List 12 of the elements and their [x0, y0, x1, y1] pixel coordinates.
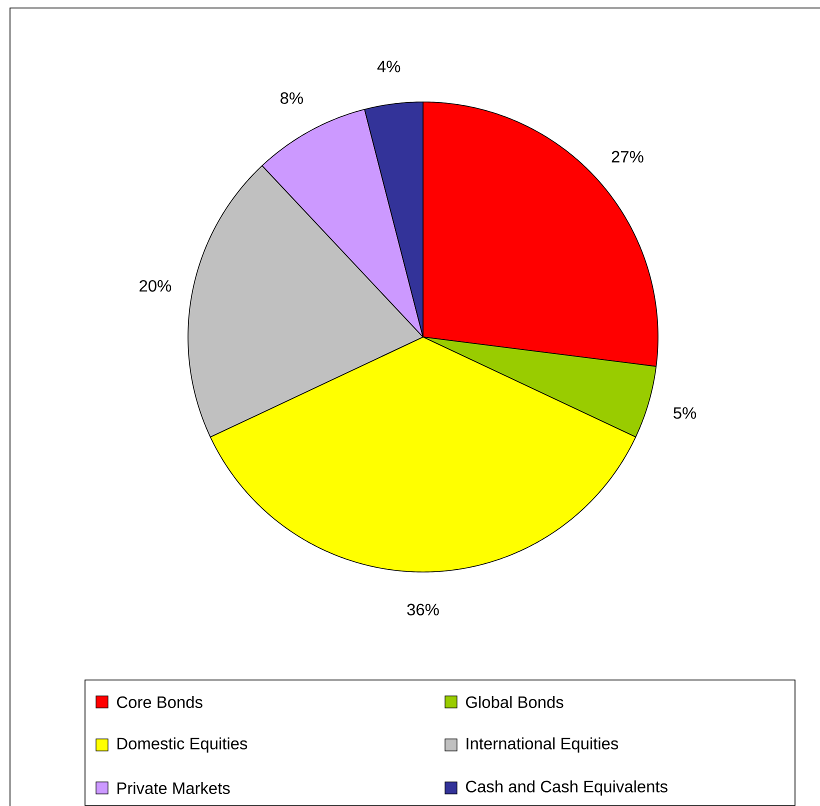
legend-label: Cash and Cash Equivalents [466, 780, 668, 796]
legend-label: Private Markets [118, 782, 230, 794]
data-label: 5% [674, 407, 696, 419]
data-label: 27% [612, 150, 644, 162]
data-label: 36% [407, 604, 439, 616]
data-label: 8% [280, 92, 303, 104]
legend-label: Global Bonds [466, 696, 564, 708]
legend-label: Core Bonds [117, 696, 202, 708]
legend-label: International Equities [466, 737, 618, 753]
legend-label: Domestic Equities [118, 737, 248, 753]
data-label: 20% [140, 280, 172, 292]
data-label: 4% [377, 60, 400, 72]
